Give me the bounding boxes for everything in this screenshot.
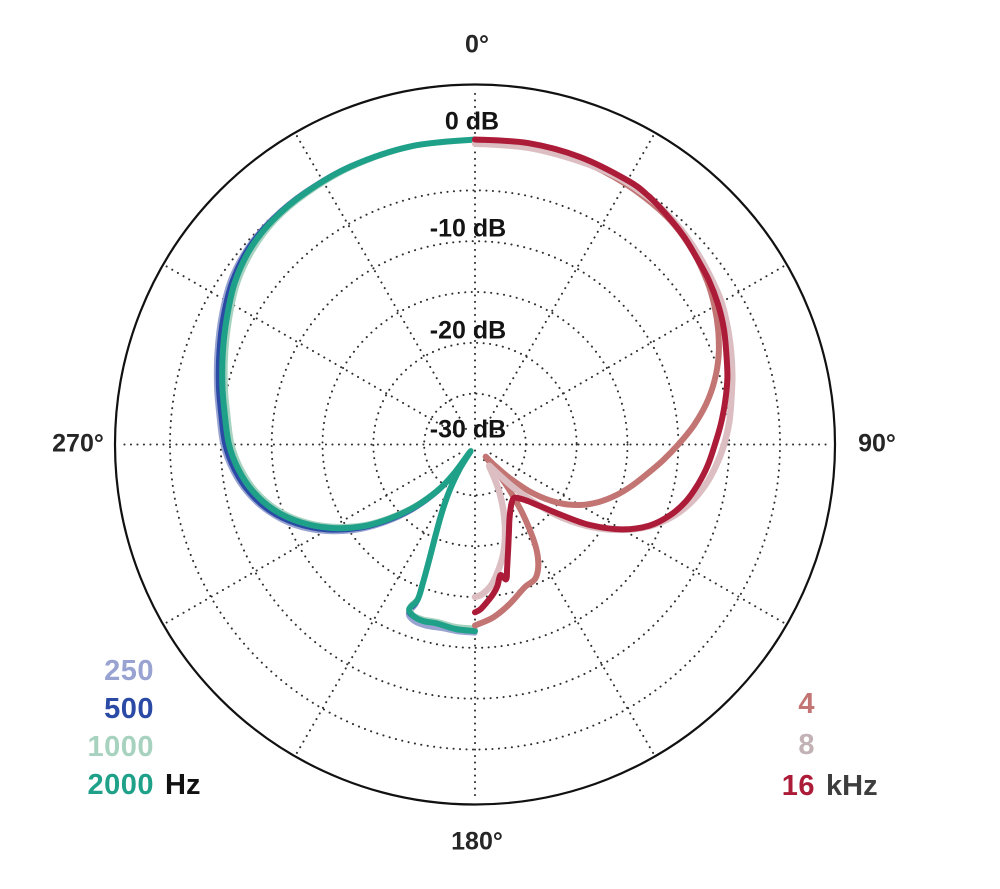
legend-item-1000: 1000 (36, 728, 200, 766)
db-label-minus30: -30 dB (429, 415, 507, 444)
angle-label-270: 270° (52, 429, 104, 458)
angle-label-90: 90° (858, 429, 896, 458)
curve-4-khz (472, 138, 722, 629)
legend-high-frequencies: 4 8 16 kHz (700, 684, 878, 807)
db-label-minus20: -20 dB (429, 316, 507, 345)
legend-item-16k: 16 kHz (700, 766, 878, 807)
legend-label-1000: 1000 (87, 731, 154, 763)
legend-unit-hz: Hz (165, 769, 201, 801)
legend-label-16k: 16 (781, 770, 815, 802)
legend-label-8k: 8 (798, 729, 815, 761)
db-label-0: 0 dB (444, 107, 500, 136)
legend-item-250: 250 (36, 652, 200, 690)
legend-item-4k: 4 (700, 684, 878, 725)
legend-item-500: 500 (36, 690, 200, 728)
curve-2000-hz (219, 136, 478, 635)
db-label-minus10: -10 dB (429, 214, 507, 243)
curve-500-hz (215, 137, 478, 632)
legend-label-4k: 4 (798, 688, 815, 720)
legend-label-2000: 2000 (87, 769, 154, 801)
legend-low-frequencies: 250 500 1000 2000 Hz (36, 652, 200, 804)
legend-unit-khz: kHz (826, 770, 878, 802)
angle-label-0: 0° (465, 30, 489, 59)
angle-label-180: 180° (451, 827, 503, 856)
legend-label-500: 500 (104, 693, 154, 725)
legend-item-2000: 2000 Hz (36, 766, 200, 804)
legend-item-8k: 8 (700, 725, 878, 766)
legend-label-250: 250 (104, 655, 154, 687)
curve-16-khz (472, 136, 731, 616)
curve-1000-hz (222, 137, 478, 631)
